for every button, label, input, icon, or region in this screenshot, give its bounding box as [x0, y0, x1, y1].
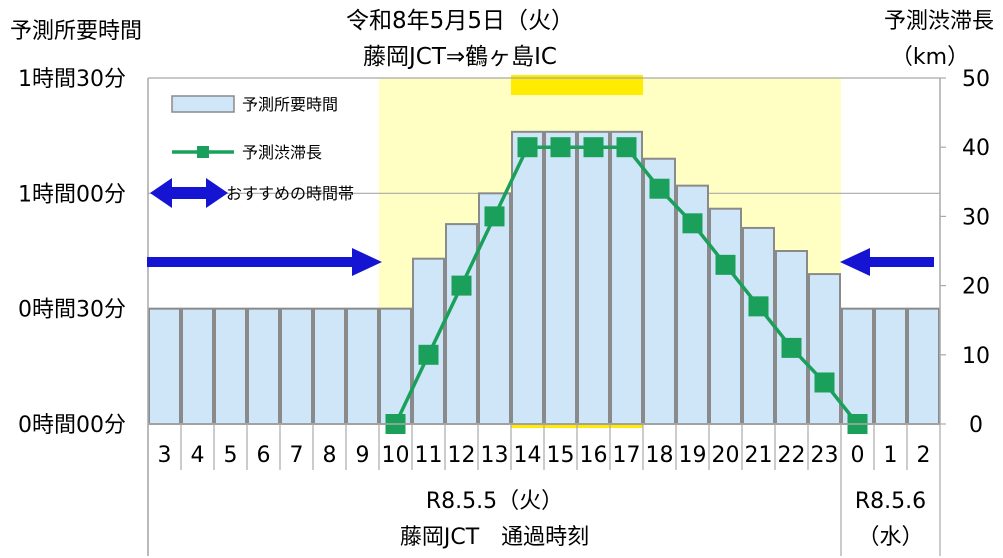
x-tick-label: 4 [191, 443, 205, 468]
bar-22 [775, 250, 808, 425]
bar-2 [907, 307, 940, 425]
bar-15 [544, 130, 577, 425]
congestion-point-13 [484, 206, 505, 227]
x-tick-label: 7 [290, 443, 304, 468]
congestion-point-17 [616, 137, 637, 158]
x-tick-label: 5 [224, 443, 238, 468]
bar-23 [808, 273, 841, 426]
x-tick-label: 13 [481, 443, 509, 468]
bar-13 [478, 192, 511, 425]
right-axis-unit: （km） [891, 45, 969, 70]
congestion-point-20 [715, 254, 736, 275]
x-tick-label: 1 [884, 443, 898, 468]
peak-band-top [511, 75, 643, 95]
bar-9 [346, 307, 379, 425]
bar-6 [247, 307, 280, 425]
right-axis-title: 予測渋滞長 [884, 9, 994, 34]
x-tick-label: 19 [679, 443, 707, 468]
x-group-label: R8.5.5（火） [426, 489, 563, 514]
x-tick-label: 3 [158, 443, 172, 468]
left-tick-label: 1時間30分 [18, 67, 126, 92]
x-tick-label: 20 [712, 443, 740, 468]
x-tick-label: 10 [382, 443, 410, 468]
x-tick-label: 9 [356, 443, 370, 468]
bar-20 [709, 207, 742, 425]
x-tick-label: 0 [851, 443, 865, 468]
legend-line-marker [197, 146, 209, 158]
congestion-point-12 [451, 275, 472, 296]
bar-4 [181, 307, 214, 425]
bar-11 [412, 257, 445, 426]
congestion-point-16 [583, 137, 604, 158]
x-tick-label: 22 [778, 443, 806, 468]
x-tick-label: 8 [323, 443, 337, 468]
congestion-point-22 [781, 337, 802, 358]
bar-17 [610, 130, 643, 425]
bar-18 [643, 157, 676, 425]
bar-3 [148, 307, 181, 425]
congestion-point-18 [649, 178, 670, 199]
right-tick-label: 10 [962, 344, 990, 369]
x-tick-label: 23 [811, 443, 839, 468]
congestion-point-19 [682, 213, 703, 234]
x-tick-label: 2 [917, 443, 931, 468]
legend-line-label: 予測渋滞長 [242, 143, 322, 162]
x-group-label: R8.5.6 [855, 489, 926, 514]
congestion-point-14 [517, 137, 538, 158]
x-group-label: 藤岡JCT 通過時刻 [400, 525, 589, 550]
bar-21 [742, 226, 775, 425]
legend-recommended-label: おすすめの時間帯 [226, 184, 354, 203]
congestion-point-21 [748, 296, 769, 317]
congestion-point-23 [814, 372, 835, 393]
right-tick-label: 0 [969, 413, 983, 438]
right-tick-label: 20 [962, 275, 990, 300]
right-pointing-arrow-icon [147, 248, 382, 276]
left-pointing-arrow-icon [840, 248, 934, 276]
x-tick-label: 11 [415, 443, 443, 468]
left-tick-label: 0時間00分 [18, 413, 126, 438]
congestion-point-11 [418, 344, 439, 365]
right-tick-label: 30 [962, 205, 990, 230]
chart-title-line1: 令和8年5月5日（火） [346, 8, 574, 34]
x-tick-label: 15 [547, 443, 575, 468]
bar-16 [577, 130, 610, 425]
legend-bar-swatch [171, 95, 235, 113]
legend-bar-label: 予測所要時間 [242, 95, 338, 114]
right-tick-label: 50 [962, 67, 990, 92]
x-tick-label: 12 [448, 443, 476, 468]
left-axis-title: 予測所要時間 [10, 19, 142, 44]
x-group-label: （水） [857, 525, 923, 550]
bar-8 [313, 307, 346, 425]
bar-10 [379, 307, 412, 425]
legend-double-arrow-icon [150, 178, 228, 208]
x-tick-label: 16 [580, 443, 608, 468]
bar-0 [841, 307, 874, 425]
x-tick-label: 21 [745, 443, 773, 468]
congestion-point-15 [550, 137, 571, 158]
right-tick-label: 40 [962, 136, 990, 161]
bar-12 [445, 223, 478, 425]
x-tick-label: 14 [514, 443, 542, 468]
bar-1 [874, 307, 907, 425]
bar-5 [214, 307, 247, 425]
chart-title-line2: 藤岡JCT⇒鶴ヶ島IC [363, 44, 557, 70]
x-tick-label: 6 [257, 443, 271, 468]
x-tick-label: 17 [613, 443, 641, 468]
x-tick-label: 18 [646, 443, 674, 468]
bar-7 [280, 307, 313, 425]
left-tick-label: 1時間00分 [18, 182, 126, 207]
bar-14 [511, 130, 544, 425]
left-tick-label: 0時間30分 [18, 298, 126, 323]
